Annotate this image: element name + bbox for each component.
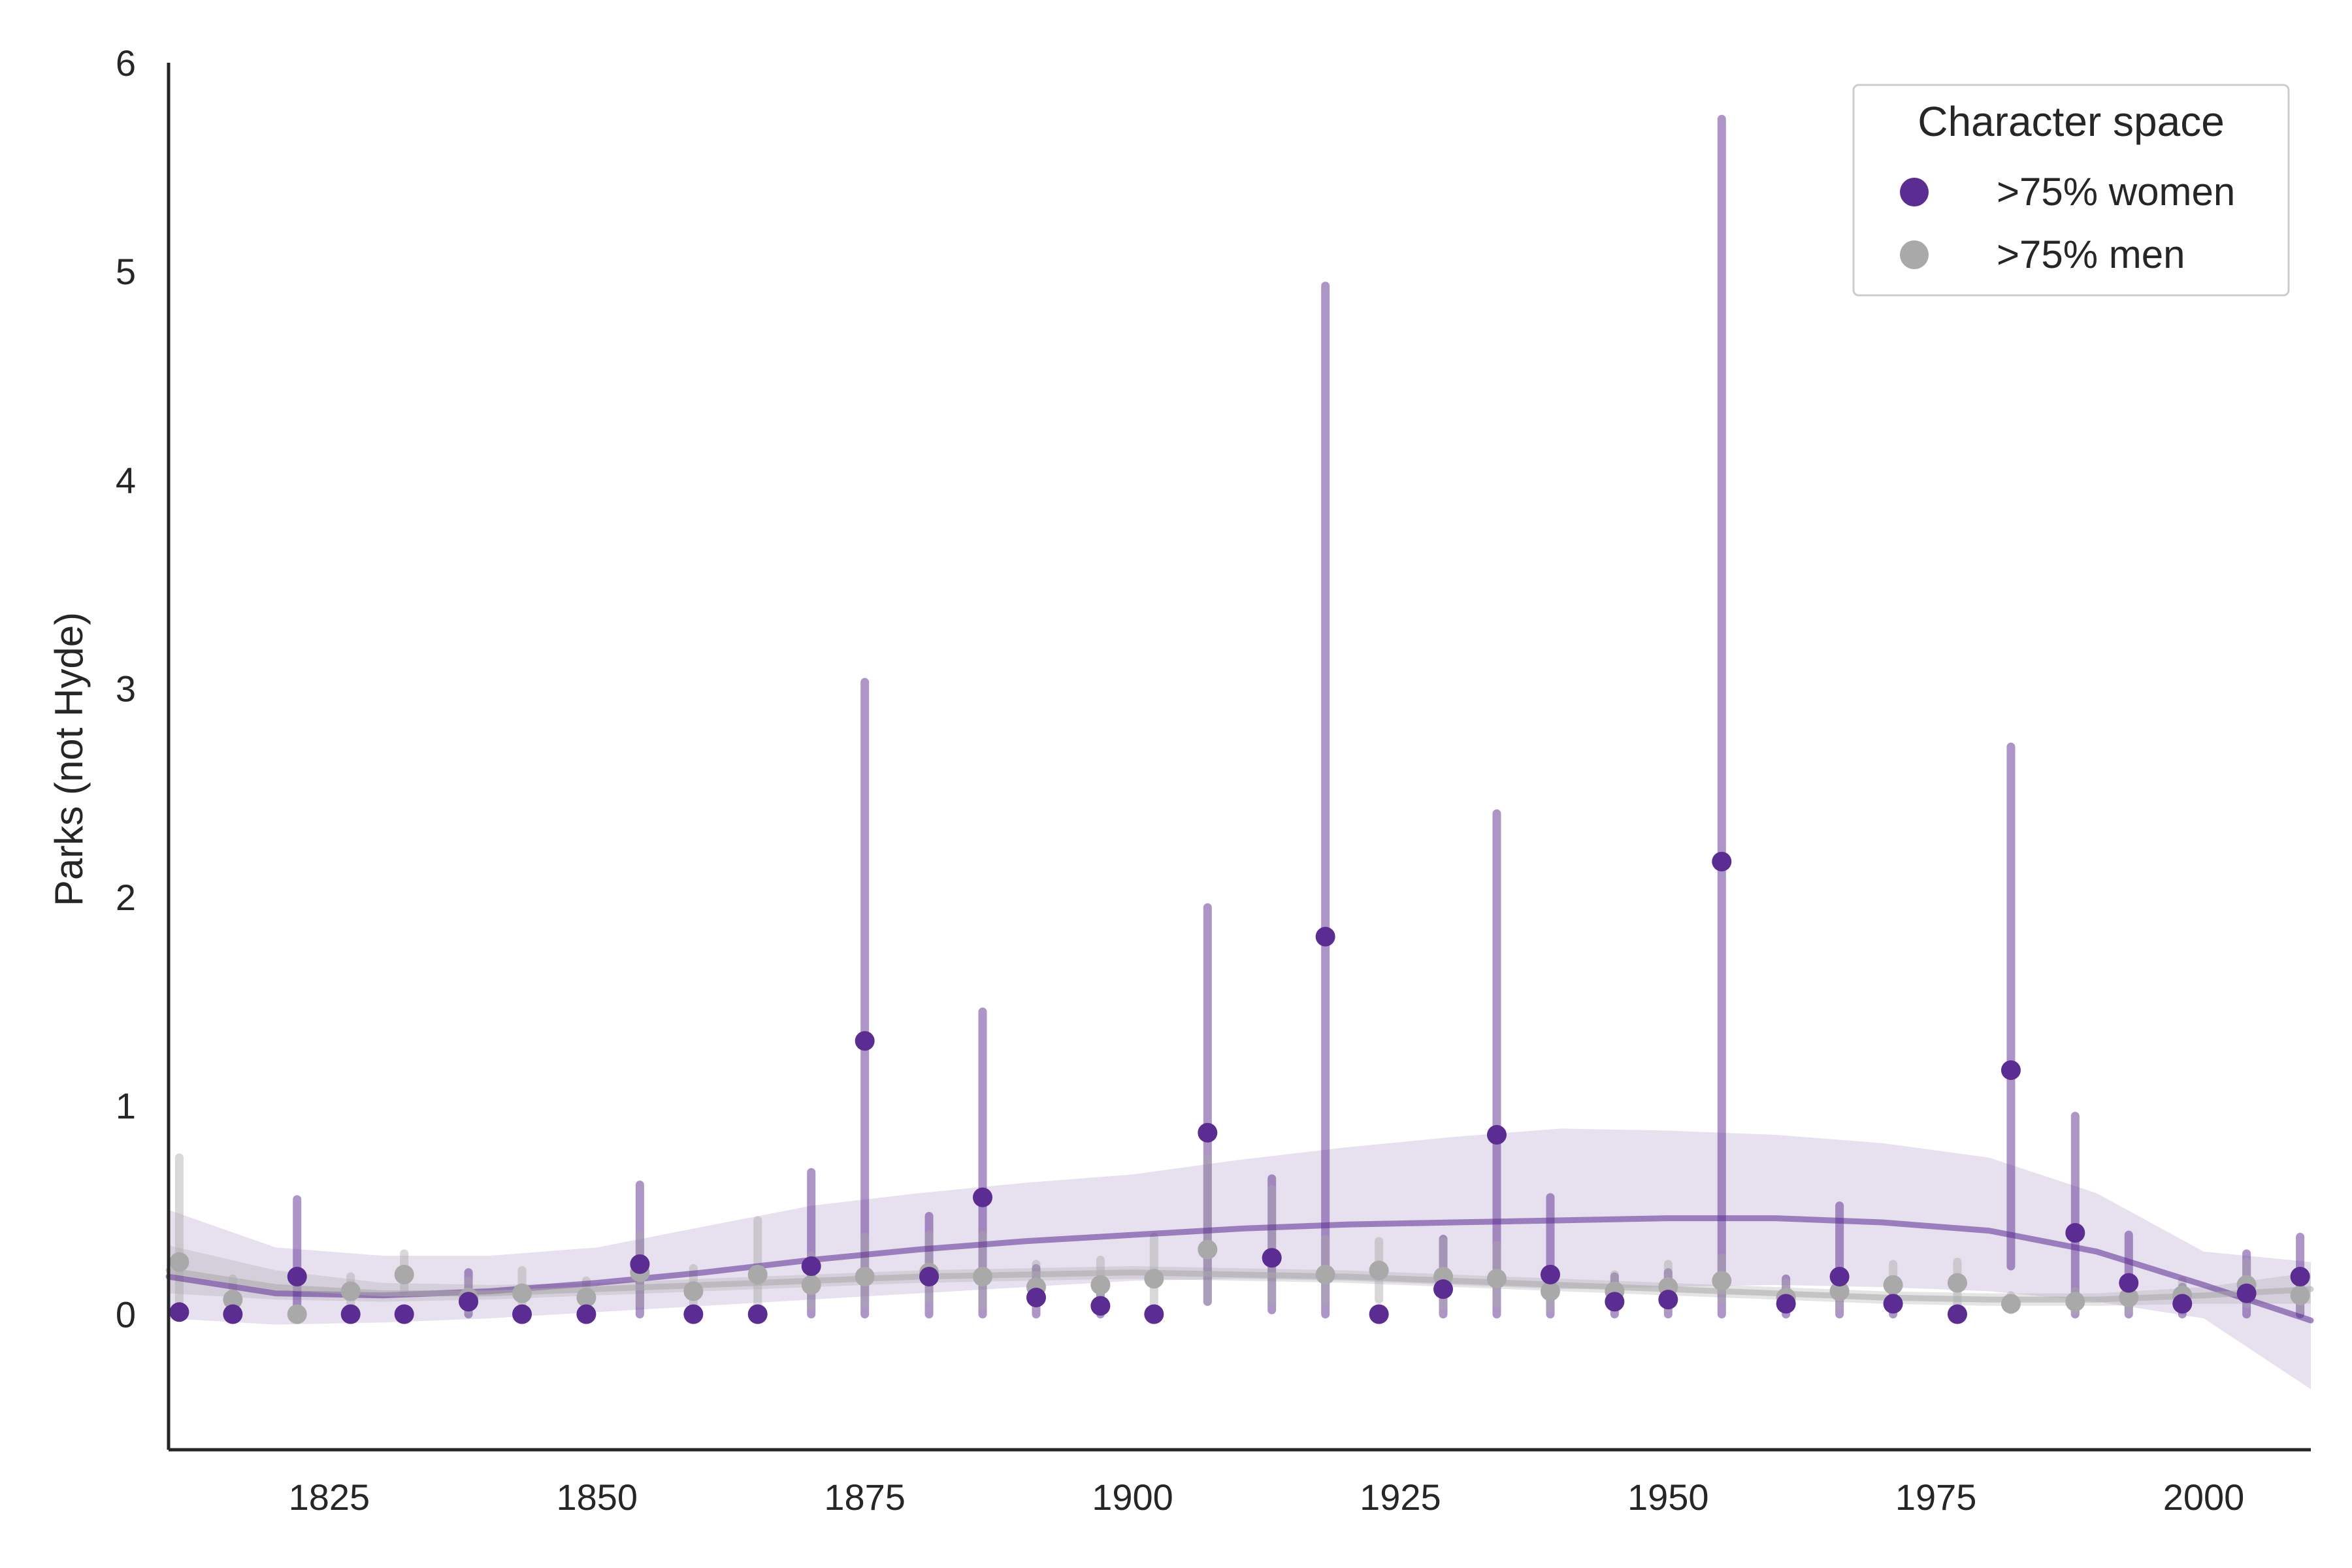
data-point-men [1540,1281,1560,1301]
data-point-women [1712,851,1732,872]
axes: 1825 1850 1875 1900 1925 1950 1975 2000 0 1 2 3 4 5 6 [116,42,2311,1518]
data-point-men [512,1283,532,1303]
data-point-women [1315,926,1335,947]
data-point-men [223,1290,243,1310]
data-point-men [855,1267,875,1287]
data-point-men [973,1267,993,1287]
legend-label-men: >75% men [1997,233,2185,276]
data-point-women [394,1304,414,1324]
x-tick-label: 1950 [1627,1477,1709,1518]
data-point-men [683,1281,704,1301]
data-point-women [1369,1304,1389,1324]
y-tick-label: 5 [116,251,136,292]
data-point-women [1658,1290,1678,1310]
y-tick-label: 6 [116,42,136,84]
data-point-men [1315,1264,1335,1284]
data-point-women [1540,1264,1560,1284]
data-point-men [747,1264,768,1284]
data-point-men [1883,1275,1903,1295]
x-tick-label: 1925 [1360,1477,1441,1518]
data-point-women [973,1187,993,1207]
data-point-men [801,1275,821,1295]
x-tick-label: 1850 [557,1477,638,1518]
x-tick-label: 1875 [824,1477,906,1518]
data-point-men [2290,1285,2310,1305]
x-tick-label: 1975 [1895,1477,1977,1518]
data-point-women [801,1256,821,1277]
x-tick-label: 2000 [2163,1477,2245,1518]
data-point-men [1369,1260,1389,1281]
data-point-women [2290,1267,2310,1287]
data-point-men [287,1304,307,1324]
data-point-women [1262,1248,1282,1268]
legend-title: Character space [1918,98,2225,145]
y-tick-label: 1 [116,1085,136,1126]
data-point-men [169,1252,189,1272]
data-point-women [1776,1294,1796,1314]
data-point-women [1090,1296,1111,1316]
data-point-women [2065,1222,2085,1243]
error-bars [174,114,2305,1318]
data-points [169,851,2310,1324]
data-point-women [2172,1294,2193,1314]
y-axis-label: Parks (not Hyde) [47,612,91,906]
data-point-women [459,1292,479,1312]
data-point-women [2236,1283,2257,1303]
y-tick-label: 4 [116,459,136,500]
data-point-women [2119,1273,2139,1293]
data-point-men [394,1264,414,1284]
data-point-women [855,1031,875,1051]
data-point-women [1144,1304,1164,1324]
data-point-women [1883,1294,1903,1314]
data-point-women [1433,1279,1454,1299]
y-tick-label: 2 [116,877,136,918]
data-point-men [340,1281,361,1301]
x-tick-label: 1900 [1092,1477,1173,1518]
data-point-women [1829,1267,1850,1287]
data-point-men [2065,1292,2085,1312]
data-point-men [1486,1269,1507,1289]
data-point-women [512,1304,532,1324]
data-point-men [576,1287,596,1307]
data-point-women [340,1304,361,1324]
y-tick-label: 0 [116,1294,136,1335]
legend: Character space >75% women >75% men [1852,84,2290,297]
data-point-men [1829,1281,1850,1301]
data-point-men [1090,1275,1111,1295]
data-point-women [919,1267,939,1287]
data-point-women [576,1304,596,1324]
data-point-women [630,1254,650,1274]
data-point-men [1947,1273,1967,1293]
data-point-women [169,1302,189,1322]
x-tick-label: 1825 [289,1477,370,1518]
data-point-women [683,1304,704,1324]
legend-marker-men [1900,240,1929,269]
data-point-women [747,1304,768,1324]
data-point-women [1486,1124,1507,1145]
data-point-women [2001,1060,2021,1080]
y-tick-label: 3 [116,668,136,710]
data-point-men [1712,1271,1732,1291]
data-point-women [287,1267,307,1287]
legend-label-women: >75% women [1997,170,2235,214]
data-point-men [2001,1294,2021,1314]
confidence-bands [169,1128,2311,1390]
data-point-women [223,1304,243,1324]
data-point-women [1026,1287,1046,1307]
data-point-women [1198,1122,1218,1143]
legend-marker-women [1900,178,1929,206]
data-point-women [1605,1292,1625,1312]
data-point-women [1947,1304,1967,1324]
data-point-men [1198,1239,1218,1260]
data-point-men [2119,1287,2139,1307]
confidence-band-women [169,1128,2311,1390]
legend-frame [1852,84,2290,297]
data-point-men [1144,1269,1164,1289]
